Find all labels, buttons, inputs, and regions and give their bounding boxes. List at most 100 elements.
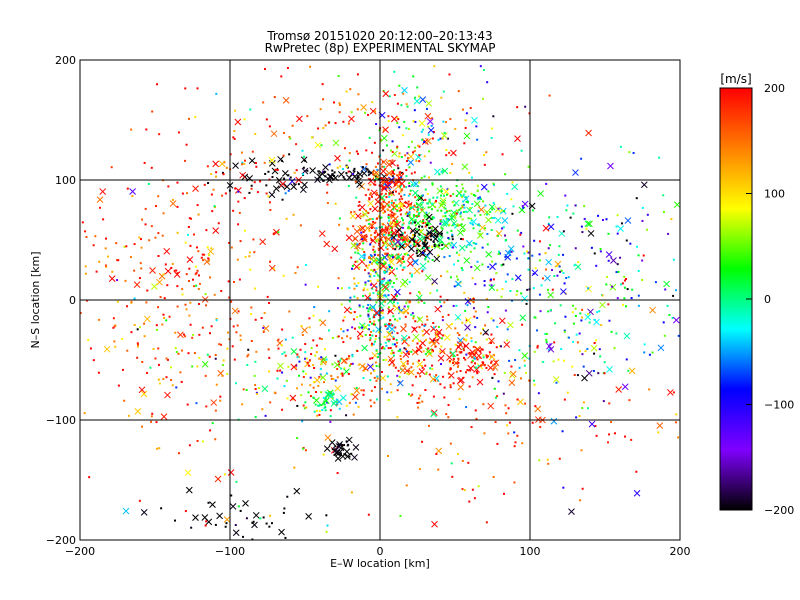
data-point-dot: [407, 212, 410, 215]
data-point-dot: [496, 289, 499, 292]
data-point-dot: [320, 337, 323, 340]
data-point-dot: [326, 201, 329, 204]
data-point-dot: [269, 260, 272, 263]
data-point-cross: [367, 200, 374, 207]
data-point-dot: [356, 350, 359, 353]
data-point-dot: [526, 250, 529, 253]
data-point-dot: [385, 281, 388, 284]
data-point-cross: [476, 378, 484, 386]
data-point-cross: [606, 366, 613, 373]
data-point-dot: [508, 251, 511, 254]
data-point-dot: [456, 317, 459, 320]
data-point-dot: [390, 391, 393, 394]
data-point-dot: [456, 452, 459, 455]
data-point-dot: [605, 283, 608, 286]
data-point-dot: [387, 331, 390, 334]
data-point-dot: [484, 204, 487, 207]
data-point-dot: [338, 217, 341, 220]
data-point-dot: [435, 235, 438, 238]
data-point-dot: [625, 305, 628, 308]
data-point-dot: [628, 151, 631, 154]
data-point-dot: [374, 110, 377, 113]
data-point-dot: [337, 277, 340, 280]
data-point-dot: [330, 374, 333, 377]
data-point-dot: [469, 107, 472, 110]
data-point-dot: [391, 191, 394, 194]
data-point-dot: [396, 256, 399, 259]
data-point-cross: [184, 469, 192, 477]
data-point-dot: [318, 319, 321, 322]
data-point-dot: [399, 354, 402, 357]
data-point-dot: [677, 334, 680, 337]
data-point-dot: [382, 347, 385, 350]
data-point-cross: [235, 187, 242, 194]
data-point-dot: [465, 319, 468, 322]
data-point-dot: [373, 369, 376, 372]
data-point-dot: [362, 393, 365, 396]
data-point-cross: [584, 220, 592, 228]
data-point-dot: [449, 194, 452, 197]
data-point-dot: [367, 313, 370, 316]
data-point-dot: [359, 314, 362, 317]
data-point-dot: [319, 108, 322, 111]
data-point-dot: [463, 291, 466, 294]
data-point-dot: [452, 361, 455, 364]
data-point-dot: [375, 175, 378, 178]
data-point-dot: [375, 335, 378, 338]
data-point-cross: [406, 260, 414, 268]
data-point-dot: [331, 448, 334, 451]
data-point-dot: [456, 223, 459, 226]
data-point-dot: [221, 194, 224, 197]
data-point-dot: [477, 210, 480, 213]
data-point-dot: [427, 125, 430, 128]
data-point-dot: [567, 336, 570, 339]
data-point-dot: [407, 128, 410, 131]
data-point-dot: [492, 182, 495, 185]
data-point-dot: [427, 223, 430, 226]
data-point-dot: [387, 255, 390, 258]
data-point-cross: [353, 263, 360, 271]
data-point-dot: [401, 178, 404, 181]
data-point-cross: [330, 400, 338, 407]
data-point-cross: [434, 332, 442, 339]
data-point-dot: [383, 165, 386, 168]
data-point-dot: [414, 196, 417, 199]
data-point-dot: [662, 194, 665, 197]
data-point-dot: [467, 217, 470, 220]
data-point-dot: [428, 198, 431, 201]
data-point-dot: [369, 256, 372, 259]
data-point-dot: [421, 440, 424, 443]
data-point-cross: [169, 200, 177, 207]
data-point-dot: [452, 304, 455, 307]
data-point-dot: [373, 180, 376, 183]
data-point-dot: [437, 325, 440, 328]
data-point-dot: [214, 175, 217, 178]
data-point-dot: [265, 118, 268, 121]
data-point-dot: [404, 348, 407, 351]
x-tick-label: 100: [520, 545, 541, 558]
data-point-dot: [401, 172, 404, 175]
chart-subtitle: RwPretec (8p) EXPERIMENTAL SKYMAP: [265, 41, 496, 55]
data-point-dot: [402, 365, 405, 368]
data-point-dot: [637, 294, 640, 297]
data-point-cross: [386, 330, 393, 338]
data-point-dot: [396, 319, 399, 322]
data-point-dot: [198, 356, 201, 359]
data-point-dot: [421, 194, 424, 197]
data-point-dot: [563, 282, 566, 285]
data-point-dot: [332, 378, 335, 381]
data-point-dot: [384, 294, 387, 297]
data-point-dot: [388, 95, 391, 98]
data-point-dot: [446, 137, 449, 140]
data-point-dot: [534, 405, 537, 408]
data-point-dot: [533, 239, 536, 242]
data-point-dot: [381, 309, 384, 312]
data-point-dot: [343, 147, 346, 150]
data-point-dot: [239, 334, 242, 337]
data-point-dot: [293, 466, 296, 469]
data-point-dot: [557, 253, 560, 256]
data-point-dot: [395, 277, 398, 280]
data-point-dot: [346, 329, 349, 332]
data-point-dot: [472, 223, 475, 226]
data-point-dot: [468, 171, 471, 174]
